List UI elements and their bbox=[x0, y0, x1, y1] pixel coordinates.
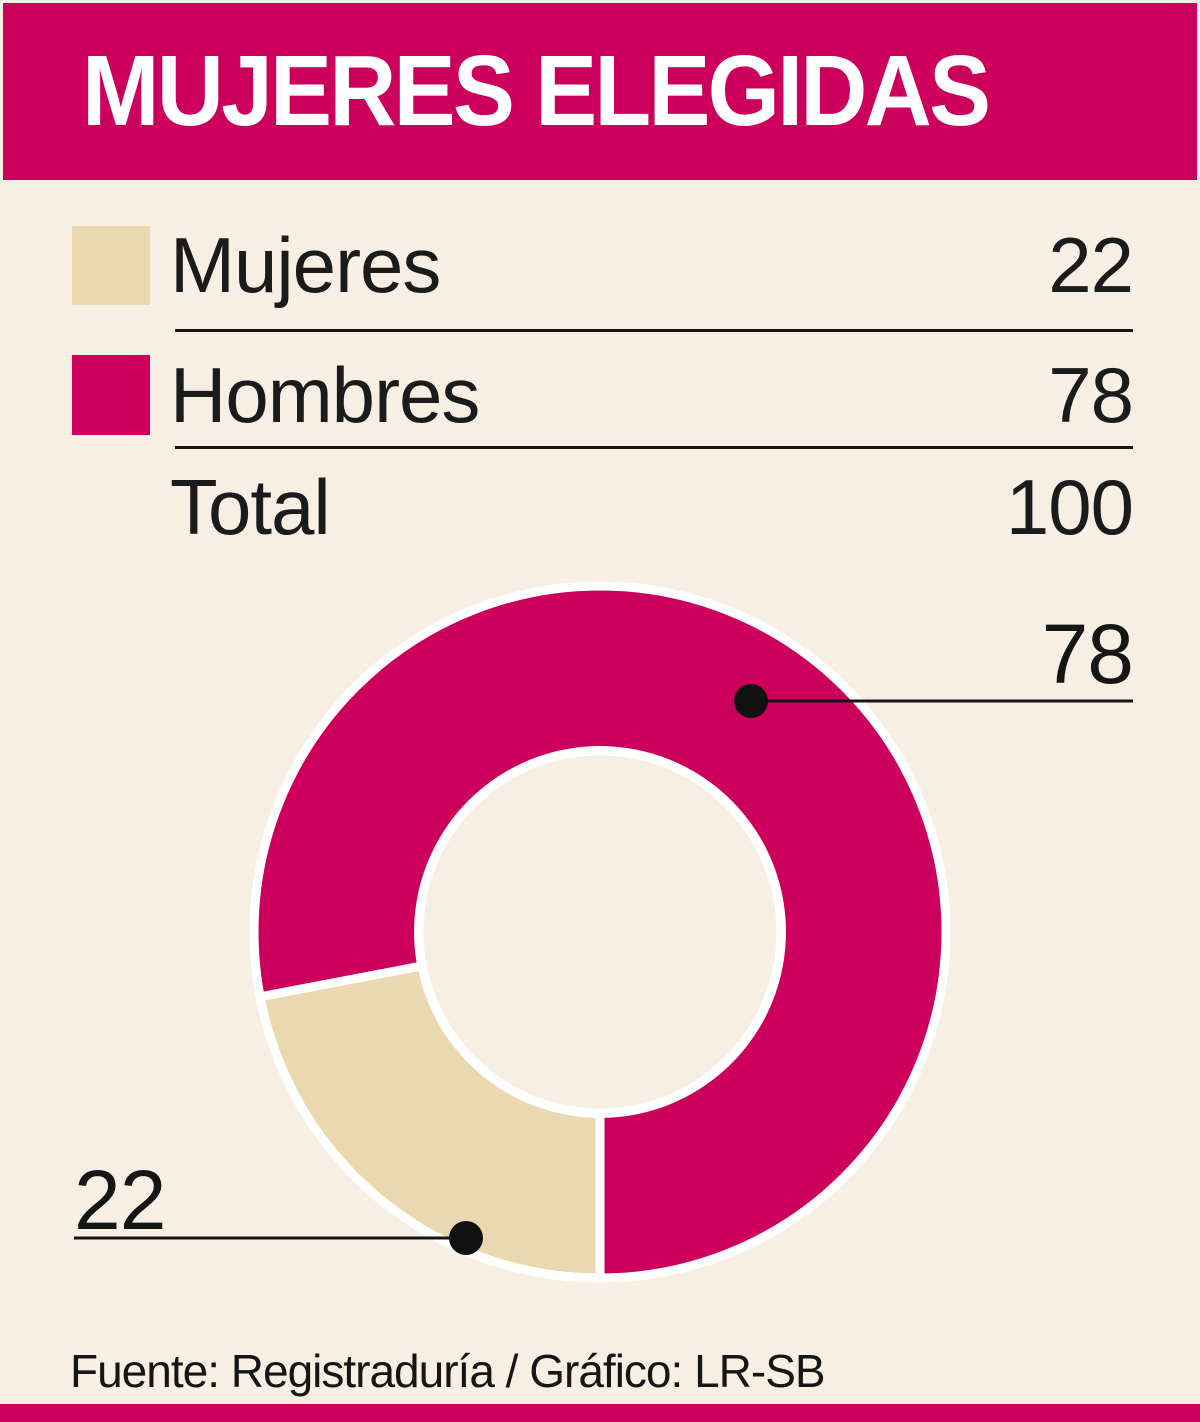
slice-gap-1 bbox=[257, 961, 425, 1002]
legend-label-total: Total bbox=[170, 462, 331, 551]
donut-outer-ring bbox=[249, 581, 951, 1283]
callout-label-mujeres: 22 bbox=[74, 1153, 166, 1247]
mujeres-swatch-rect bbox=[72, 225, 150, 305]
callout-dot-mujeres bbox=[449, 1221, 483, 1255]
donut-slice-hombres bbox=[258, 590, 943, 1274]
donut-slice-mujeres bbox=[264, 966, 600, 1274]
hombres-swatch-icon bbox=[72, 355, 150, 435]
row-separator-2 bbox=[175, 446, 1133, 449]
mujeres-swatch-icon bbox=[72, 225, 150, 305]
legend-label-hombres: Hombres bbox=[170, 350, 480, 439]
page-title: MUJERES ELEGIDAS bbox=[82, 35, 991, 147]
legend-row-total: Total 100 bbox=[72, 463, 1134, 551]
legend-row-mujeres: Mujeres 22 bbox=[72, 221, 1134, 309]
legend-value-total: 100 bbox=[1005, 462, 1134, 551]
callout-dot-hombres bbox=[734, 684, 768, 718]
donut-inner-ring bbox=[414, 746, 786, 1118]
legend-value-hombres: 78 bbox=[1048, 350, 1134, 439]
bottom-accent-bar bbox=[0, 1404, 1200, 1422]
hombres-swatch-rect bbox=[72, 355, 150, 435]
legend-row-hombres: Hombres 78 bbox=[72, 351, 1134, 439]
callout-label-hombres: 78 bbox=[1041, 607, 1134, 701]
legend-label-mujeres: Mujeres bbox=[170, 220, 441, 309]
legend-value-mujeres: 22 bbox=[1048, 220, 1134, 309]
row-separator-1 bbox=[175, 329, 1133, 332]
source-note: Fuente: Registraduría / Gráfico: LR-SB bbox=[70, 1345, 826, 1397]
header-banner: MUJERES ELEGIDAS bbox=[3, 3, 1197, 180]
